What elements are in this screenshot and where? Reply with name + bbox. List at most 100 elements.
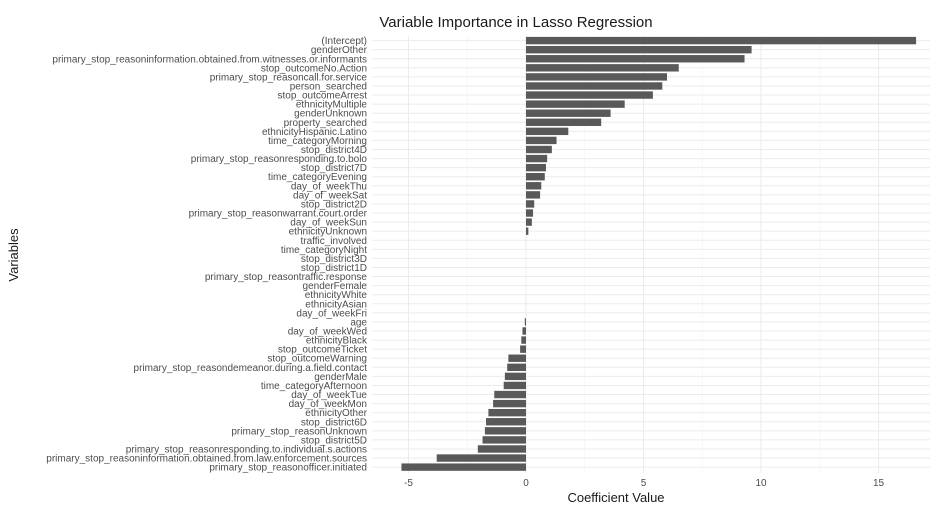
chart-title: Variable Importance in Lasso Regression <box>379 14 652 31</box>
y-tick-label: stop_district4D <box>301 145 367 156</box>
y-tick-label: genderFemale <box>303 281 368 292</box>
y-tick-label: primary_stop_reasonofficer.initiated <box>209 463 367 474</box>
y-tick-label: genderOther <box>311 45 368 56</box>
bar-stop_outcomeArrest <box>526 91 653 99</box>
bar-stop_outcomeWarning <box>508 354 526 362</box>
y-axis-title: Variables <box>6 228 21 282</box>
bar-stop_district4D <box>526 145 552 154</box>
y-tick-label: time_categoryMorning <box>268 136 367 147</box>
bar-stop_district7D <box>526 163 546 172</box>
bar-primary_stop_reasonresponding.to.bolo <box>526 154 548 163</box>
x-tick-label: -5 <box>404 478 413 489</box>
bar-time_categoryEvening <box>526 173 545 181</box>
y-tick-label: primary_stop_reasonresponding.to.individ… <box>126 444 367 455</box>
y-tick-label: ethnicityUnknown <box>289 227 367 238</box>
y-tick-label: primary_stop_reasontraffic.response <box>205 272 368 283</box>
bar-day_of_weekSun <box>526 218 532 226</box>
y-tick-label: day_of_weekSun <box>290 218 367 229</box>
y-tick-label: ethnicityBlack <box>306 336 368 347</box>
bar-primary_stop_reasoninformation.obtained.from.law.enforcement.sources <box>436 454 526 462</box>
bar-primary_stop_reasoncall.for.service <box>526 73 667 81</box>
grid <box>372 36 930 473</box>
bar-age <box>524 318 526 326</box>
x-tick-label: 15 <box>873 478 885 489</box>
y-tick-label: time_categoryEvening <box>268 172 367 183</box>
bar-day_of_weekTue <box>494 390 526 399</box>
x-tick-label: 10 <box>755 478 767 489</box>
bar-primary_stop_reasonofficer.initiated <box>401 463 526 471</box>
bar-(Intercept) <box>526 36 917 45</box>
bar-day_of_weekWed <box>522 327 526 335</box>
bar-genderOther <box>526 45 752 54</box>
y-tick-label: day_of_weekWed <box>288 327 367 338</box>
bar-primary_stop_reasoninformation.obtained.from.witnesses.or.informants <box>526 55 745 63</box>
bar-stop_district2D <box>526 200 535 208</box>
bar-stop_district6D <box>486 418 526 426</box>
y-tick-label: primary_stop_reasondemeanor.during.a.fie… <box>134 363 368 374</box>
y-tick-label: primary_stop_reasoninformation.obtained.… <box>46 454 367 465</box>
y-tick-label: day_of_weekMon <box>289 399 367 410</box>
bar-stop_district5D <box>482 436 526 444</box>
bar-ethnicityBlack <box>521 336 526 344</box>
bar-day_of_weekSat <box>526 191 541 199</box>
y-tick-label: stop_district5D <box>301 435 367 446</box>
y-tick-label: ethnicityMultiple <box>296 100 368 111</box>
y-tick-label: primary_stop_reasoninformation.obtained.… <box>52 54 367 65</box>
y-tick-label: primary_stop_reasoncall.for.service <box>210 72 368 83</box>
y-tick-labels: (Intercept)genderOtherprimary_stop_reaso… <box>46 36 368 474</box>
y-tick-label: person_searched <box>290 81 367 92</box>
y-tick-label: time_categoryNight <box>281 245 367 256</box>
bar-ethnicityHispanic.Latino <box>526 127 569 136</box>
bar-property_searched <box>526 118 602 126</box>
bar-primary_stop_reasonwarrant.court.order <box>526 209 534 217</box>
y-tick-label: stop_outcomeNo.Action <box>261 63 367 74</box>
y-tick-label: primary_stop_reasonwarrant.court.order <box>189 209 368 220</box>
y-tick-label: traffic_involved <box>300 236 367 247</box>
bars <box>401 36 917 471</box>
bar-primary_stop_reasonUnknown <box>484 427 526 435</box>
y-tick-label: ethnicityWhite <box>305 290 368 301</box>
y-tick-label: ethnicityOther <box>305 408 367 419</box>
bar-day_of_weekThu <box>526 182 542 190</box>
y-tick-label: stop_district7D <box>301 163 367 174</box>
y-tick-label: day_of_weekTue <box>291 390 367 401</box>
y-tick-label: day_of_weekFri <box>296 308 367 319</box>
y-tick-label: primary_stop_reasonresponding.to.bolo <box>191 154 368 165</box>
bar-ethnicityOther <box>488 408 526 417</box>
bar-stop_outcomeTicket <box>520 345 526 353</box>
y-tick-label: day_of_weekSat <box>293 190 367 201</box>
x-tick-labels: -5 0 5 10 15 <box>404 478 884 489</box>
bar-genderUnknown <box>526 109 611 117</box>
bar-day_of_weekMon <box>493 399 526 408</box>
y-tick-label: primary_stop_reasonUnknown <box>231 426 367 437</box>
x-tick-label: 5 <box>641 478 647 489</box>
y-tick-label: genderMale <box>314 372 367 383</box>
y-tick-label: day_of_weekThu <box>291 181 367 192</box>
y-tick-label: stop_outcomeWarning <box>267 354 367 365</box>
y-tick-label: property_searched <box>284 118 367 129</box>
bar-person_searched <box>526 82 663 90</box>
bar-stop_outcomeNo.Action <box>526 64 679 72</box>
bar-primary_stop_reasonresponding.to.individual.s.actions <box>477 445 526 453</box>
y-tick-label: age <box>350 317 367 328</box>
bar-genderMale <box>504 372 526 381</box>
x-tick-label: 0 <box>523 478 529 489</box>
y-tick-label: stop_district3D <box>301 254 367 265</box>
x-axis-title: Coefficient Value <box>567 490 664 505</box>
y-tick-label: stop_district6D <box>301 417 367 428</box>
bar-ethnicityUnknown <box>526 227 529 235</box>
y-tick-label: stop_district1D <box>301 263 367 274</box>
y-tick-label: (Intercept) <box>321 36 367 47</box>
y-tick-label: time_categoryAfternoon <box>261 381 367 392</box>
y-tick-label: stop_outcomeTicket <box>278 345 367 356</box>
bar-time_categoryMorning <box>526 136 557 145</box>
y-tick-label: ethnicityHispanic.Latino <box>262 127 367 138</box>
bar-primary_stop_reasondemeanor.during.a.field.contact <box>507 363 526 371</box>
y-tick-label: stop_outcomeArrest <box>278 91 368 102</box>
bar-ethnicityMultiple <box>526 100 625 108</box>
y-tick-label: genderUnknown <box>294 109 367 120</box>
y-tick-label: ethnicityAsian <box>305 299 367 310</box>
bar-time_categoryAfternoon <box>503 381 526 390</box>
y-tick-label: stop_district2D <box>301 199 367 210</box>
